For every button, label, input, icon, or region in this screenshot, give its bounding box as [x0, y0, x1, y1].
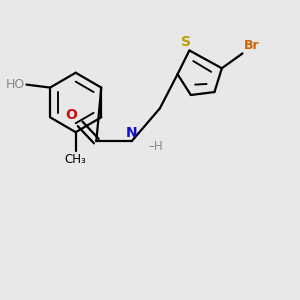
Text: HO: HO — [6, 78, 25, 91]
Text: S: S — [182, 35, 191, 49]
Text: Br: Br — [244, 39, 260, 52]
Text: –H: –H — [148, 140, 163, 153]
Text: N: N — [126, 126, 138, 140]
Text: O: O — [65, 108, 77, 122]
Text: CH₃: CH₃ — [65, 153, 87, 166]
